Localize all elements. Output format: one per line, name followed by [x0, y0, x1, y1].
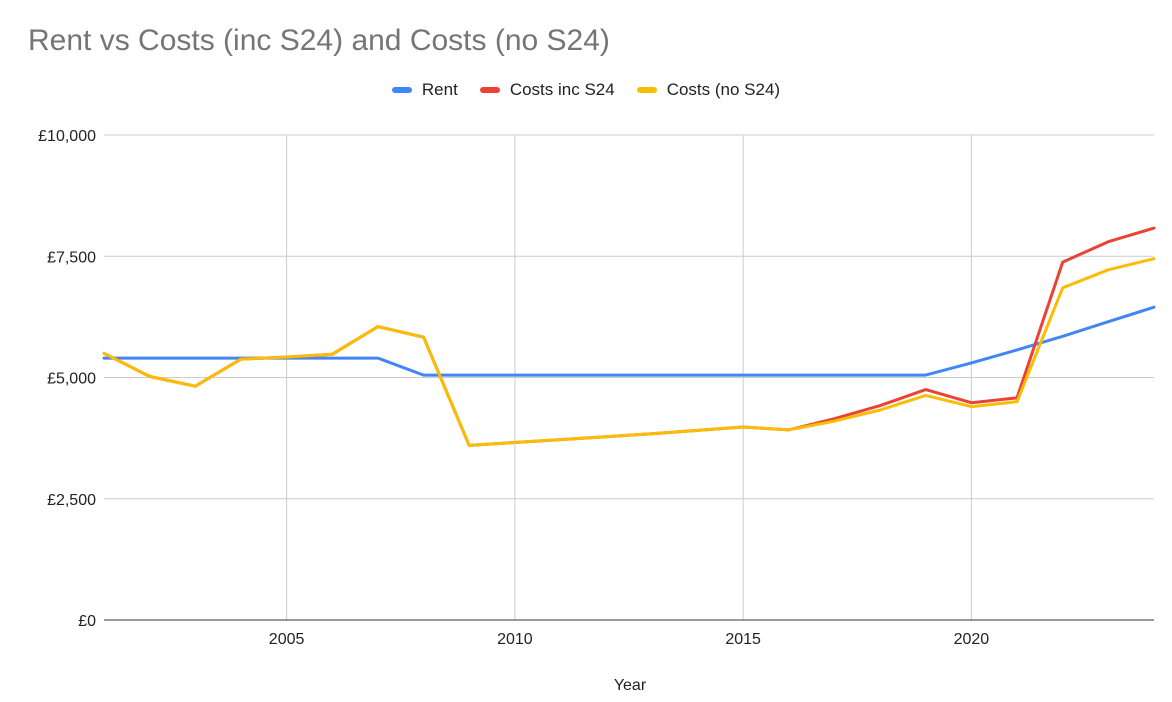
legend: Rent Costs inc S24 Costs (no S24): [0, 80, 1172, 100]
legend-swatch-costs-no-s24: [636, 87, 657, 93]
series-line-costs-inc-s24[interactable]: [102, 226, 1156, 447]
x-tick-label: 2015: [725, 631, 761, 648]
y-tick-label: £2,500: [47, 492, 96, 509]
series-lines: [102, 226, 1156, 447]
legend-item-costs-inc-s24[interactable]: Costs inc S24: [479, 80, 615, 100]
x-tick-label: 2010: [497, 631, 533, 648]
x-tick-label: 2020: [954, 631, 990, 648]
chart-title: Rent vs Costs (inc S24) and Costs (no S2…: [28, 24, 610, 57]
gridlines: [104, 134, 1154, 620]
tick-labels: £0 £2,500 £5,000 £7,500 £10,000 2005 2010 2015 2…: [38, 128, 989, 648]
legend-item-rent[interactable]: Rent: [391, 80, 458, 100]
y-tick-label: £5,000: [47, 371, 96, 388]
series-line-rent[interactable]: [102, 305, 1156, 377]
legend-swatch-costs-inc-s24: [479, 87, 500, 93]
legend-label-rent: Rent: [421, 80, 458, 99]
legend-label-costs-no-s24: Costs (no S24): [666, 80, 781, 99]
y-tick-label: £0: [78, 613, 96, 630]
y-tick-label: £7,500: [47, 249, 96, 266]
x-tick-label: 2005: [269, 631, 305, 648]
y-tick-label: £10,000: [38, 128, 96, 145]
legend-label-costs-inc-s24: Costs inc S24: [509, 80, 615, 99]
legend-swatch-rent: [391, 87, 412, 93]
x-axis-title: Year: [614, 677, 647, 694]
series-line-costs-no-s24[interactable]: [102, 257, 1156, 447]
legend-item-costs-no-s24[interactable]: Costs (no S24): [636, 80, 781, 100]
